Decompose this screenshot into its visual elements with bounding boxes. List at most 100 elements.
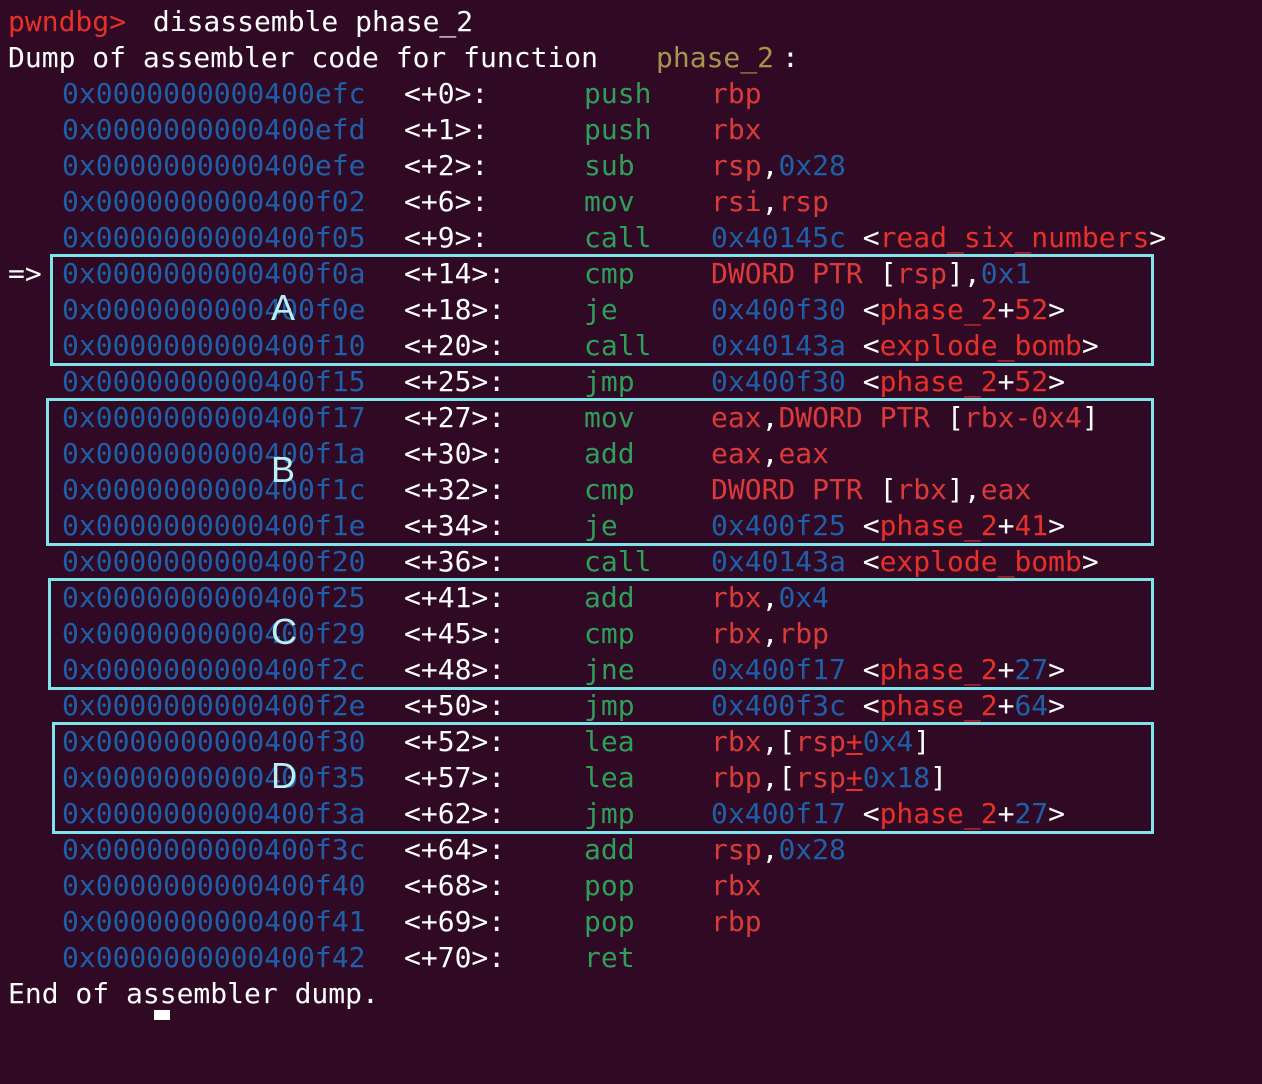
instruction-mnemonic: call bbox=[584, 329, 652, 362]
operand-token: 0x400f3c bbox=[711, 689, 846, 722]
dump-footer-text: End of assembler dump. bbox=[8, 977, 379, 1010]
instruction-offset: <+62>: bbox=[404, 797, 506, 830]
dump-header: Dump of assembler code for function phas… bbox=[0, 40, 799, 76]
operand-token: [ bbox=[879, 257, 897, 290]
instruction-operands: 0x400f3c <phase_2+64> bbox=[711, 688, 1065, 724]
instruction-mnemonic: add bbox=[584, 581, 635, 614]
instruction-mnemonic: call bbox=[584, 545, 652, 578]
instruction-operands: rbx bbox=[711, 112, 762, 148]
operand-token: phase_2 bbox=[879, 797, 998, 830]
operand-token: , bbox=[761, 833, 779, 866]
operand-token: rbx bbox=[896, 473, 948, 506]
instruction-operands: rbp bbox=[711, 904, 762, 940]
operand-token: ], bbox=[947, 473, 981, 506]
operand-token: 64 bbox=[1014, 689, 1049, 722]
instruction-address: 0x0000000000400f1c bbox=[62, 473, 366, 506]
instruction-address: 0x0000000000400f10 bbox=[62, 329, 366, 362]
operand-token: 0x4 bbox=[778, 581, 830, 614]
operand-token: rsi bbox=[711, 185, 762, 218]
annotation-label: A bbox=[271, 287, 296, 328]
operand-token: > bbox=[1081, 545, 1099, 578]
operand-token: > bbox=[1081, 329, 1099, 362]
instruction-address: 0x0000000000400f29 bbox=[62, 617, 366, 650]
instruction-offset: <+64>: bbox=[404, 833, 506, 866]
instruction-address: 0x0000000000400f05 bbox=[62, 221, 366, 254]
instruction-operands: eax,eax bbox=[711, 436, 829, 472]
instruction-mnemonic: lea bbox=[584, 725, 635, 758]
operand-token: 52 bbox=[1014, 365, 1049, 398]
instruction-operands: rbx,[rsp+0x4] bbox=[711, 724, 930, 760]
instruction-offset: <+0>: bbox=[404, 77, 489, 110]
operand-token: < bbox=[845, 365, 880, 398]
instruction-mnemonic: call bbox=[584, 221, 652, 254]
instruction-operands: 0x400f17 <phase_2+27> bbox=[711, 652, 1065, 688]
instruction-offset: <+18>: bbox=[404, 293, 506, 326]
instruction-offset: <+1>: bbox=[404, 113, 489, 146]
instruction-mnemonic: pop bbox=[584, 905, 635, 938]
operand-token: + bbox=[997, 293, 1015, 326]
instruction-mnemonic: jne bbox=[584, 653, 635, 686]
instruction-offset: <+41>: bbox=[404, 581, 506, 614]
instruction-offset: <+6>: bbox=[404, 185, 489, 218]
instruction-offset: <+25>: bbox=[404, 365, 506, 398]
operand-token: < bbox=[845, 509, 880, 542]
instruction-operands: 0x400f30 <phase_2+52> bbox=[711, 292, 1065, 328]
instruction-mnemonic: sub bbox=[584, 149, 635, 182]
operand-token: ,[ bbox=[761, 725, 796, 758]
instruction-offset: <+30>: bbox=[404, 437, 506, 470]
operand-token: rsp bbox=[896, 257, 948, 290]
operand-token: rsp bbox=[778, 185, 830, 218]
instruction-address: 0x0000000000400f1a bbox=[62, 437, 366, 470]
instruction-offset: <+68>: bbox=[404, 869, 506, 902]
operand-token: 0x40145c bbox=[711, 221, 846, 254]
instruction-operands: rsi,rsp bbox=[711, 184, 829, 220]
command-line: pwndbg> disassemble phase_2 bbox=[0, 4, 473, 40]
instruction-offset: <+50>: bbox=[404, 689, 506, 722]
operand-token: < bbox=[845, 797, 880, 830]
operand-token: > bbox=[1149, 221, 1167, 254]
instruction-offset: <+70>: bbox=[404, 941, 506, 974]
operand-token: + bbox=[997, 509, 1015, 542]
operand-token: , bbox=[761, 149, 779, 182]
instruction-operands: rsp,0x28 bbox=[711, 832, 846, 868]
operand-token: rbx bbox=[711, 617, 762, 650]
instruction-address: 0x0000000000400f2c bbox=[62, 653, 366, 686]
dump-header-prefix: Dump of assembler code for function bbox=[8, 41, 615, 74]
instruction-address: 0x0000000000400f20 bbox=[62, 545, 366, 578]
operand-token: ] bbox=[913, 725, 931, 758]
dump-header-suffix: : bbox=[782, 41, 799, 74]
operand-token: phase_2 bbox=[879, 689, 998, 722]
instruction-mnemonic: cmp bbox=[584, 257, 635, 290]
instruction-operands: rbx bbox=[711, 868, 762, 904]
instruction-offset: <+45>: bbox=[404, 617, 506, 650]
instruction-mnemonic: add bbox=[584, 437, 635, 470]
instruction-operands: rbp bbox=[711, 76, 762, 112]
operand-token: 0x28 bbox=[778, 149, 846, 182]
operand-token: 0x28 bbox=[778, 833, 846, 866]
instruction-address: 0x0000000000400f2e bbox=[62, 689, 366, 722]
operand-token: 0x18 bbox=[862, 761, 931, 794]
operand-token: 0x4 bbox=[862, 725, 914, 758]
operand-token: DWORD PTR bbox=[711, 257, 880, 290]
operand-token: > bbox=[1048, 653, 1066, 686]
instruction-operands: eax,DWORD PTR [rbx-0x4] bbox=[711, 400, 1099, 436]
instruction-address: 0x0000000000400f42 bbox=[62, 941, 366, 974]
operand-token: 41 bbox=[1014, 509, 1049, 542]
operand-token: < bbox=[845, 689, 880, 722]
instruction-address: 0x0000000000400f1e bbox=[62, 509, 366, 542]
operand-token: < bbox=[845, 221, 880, 254]
instruction-address: 0x0000000000400efd bbox=[62, 113, 366, 146]
instruction-operands: 0x40143a <explode_bomb> bbox=[711, 544, 1099, 580]
operand-token: , bbox=[761, 437, 779, 470]
instruction-address: 0x0000000000400efe bbox=[62, 149, 366, 182]
operand-token: ] bbox=[930, 761, 948, 794]
operand-token: rbx bbox=[711, 725, 762, 758]
operand-token: , bbox=[761, 581, 779, 614]
instruction-offset: <+9>: bbox=[404, 221, 489, 254]
prompt: pwndbg> bbox=[8, 5, 127, 38]
operand-token: 0x400f30 bbox=[711, 293, 846, 326]
instruction-mnemonic: ret bbox=[584, 941, 635, 974]
operand-token: rbp bbox=[778, 617, 830, 650]
instruction-mnemonic: mov bbox=[584, 401, 635, 434]
operand-token: > bbox=[1048, 689, 1066, 722]
